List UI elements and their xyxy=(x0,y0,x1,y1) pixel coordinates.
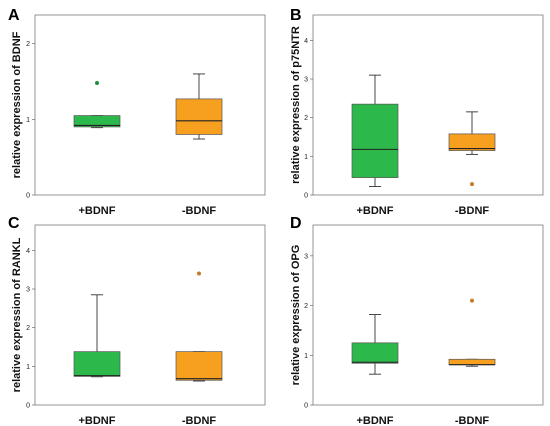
y-tick-label: 0 xyxy=(26,403,30,410)
box-iqr xyxy=(351,103,399,178)
boxplot-plusminus-bdnf xyxy=(73,81,121,129)
panel-letter: B xyxy=(290,7,302,24)
boxplot-plusminus-bdnf xyxy=(73,294,121,378)
x-tick-label: -BDNF xyxy=(455,205,489,217)
boxplot-plusminus-bdnf xyxy=(351,74,399,187)
y-tick-label: 4 xyxy=(304,38,308,45)
outlier-point xyxy=(95,81,99,86)
box-iqr xyxy=(73,351,121,377)
x-tick-label: +BDNF xyxy=(79,415,116,426)
y-axis-label: relative expression of p75NTR xyxy=(290,26,302,184)
x-tick-label: -BDNF xyxy=(455,415,489,426)
outlier-point xyxy=(470,182,474,187)
y-tick-label: 1 xyxy=(304,154,308,161)
box-iqr xyxy=(175,98,223,135)
y-tick-label: 2 xyxy=(26,325,30,332)
x-tick-label: -BDNF xyxy=(182,205,216,217)
boxplot-minus-bdnf xyxy=(448,111,496,187)
outlier-point xyxy=(470,298,474,303)
boxplot-minus-bdnf xyxy=(175,73,223,140)
y-tick-label: 3 xyxy=(26,287,30,294)
y-tick-label: 1 xyxy=(304,353,308,360)
box-iqr xyxy=(175,351,223,381)
y-tick-label: 3 xyxy=(304,253,308,260)
y-tick-label: 3 xyxy=(304,77,308,84)
x-tick-label: +BDNF xyxy=(357,415,394,426)
plot-frame xyxy=(312,14,544,196)
y-axis-label: relative expression of OPG xyxy=(290,245,302,386)
y-tick-label: 0 xyxy=(304,403,308,410)
boxplot-plusminus-bdnf xyxy=(351,314,399,375)
y-tick-label: 2 xyxy=(304,115,308,122)
box-iqr xyxy=(351,342,399,364)
plot-frame xyxy=(34,224,266,406)
panel-letter: D xyxy=(290,215,302,232)
plot-frame xyxy=(312,224,544,406)
panel-letter: C xyxy=(8,215,20,232)
box-iqr xyxy=(448,133,496,151)
x-tick-label: +BDNF xyxy=(79,205,116,217)
y-axis-label: relative expression of RANKL xyxy=(11,237,23,392)
outlier-point xyxy=(197,271,201,276)
boxplot-minus-bdnf xyxy=(175,271,223,382)
box-iqr xyxy=(448,358,496,366)
y-tick-label: 2 xyxy=(304,303,308,310)
x-tick-label: -BDNF xyxy=(182,415,216,426)
box-iqr xyxy=(73,115,121,128)
plot-frame xyxy=(34,14,266,196)
x-tick-label: +BDNF xyxy=(357,205,394,217)
y-axis-label: relative expression of BDNF xyxy=(11,31,23,178)
y-tick-label: 0 xyxy=(26,193,30,200)
y-tick-label: 1 xyxy=(26,117,30,124)
y-tick-label: 2 xyxy=(26,41,30,48)
y-tick-label: 1 xyxy=(26,364,30,371)
panel-letter: A xyxy=(8,7,20,24)
boxplot-minus-bdnf xyxy=(448,298,496,367)
y-tick-label: 4 xyxy=(26,248,30,255)
y-tick-label: 0 xyxy=(304,193,308,200)
